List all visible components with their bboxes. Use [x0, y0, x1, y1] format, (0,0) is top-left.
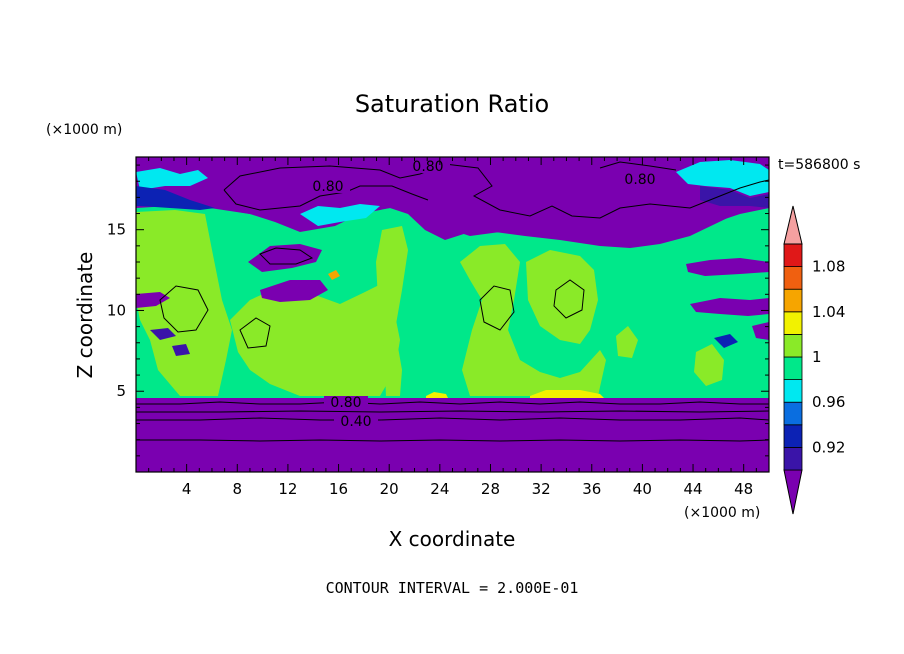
region-dry-intrusion-7 [172, 344, 190, 356]
y-tick-label: 15 [107, 221, 126, 239]
colorbar-segment [783, 379, 803, 403]
y-unit-label: (×1000 m) [46, 122, 122, 138]
x-tick-label: 16 [329, 480, 348, 498]
contour-label-2: 0.80 [312, 179, 343, 195]
colorbar-label: 0.92 [812, 438, 845, 456]
y-axis: 5 10 15 [107, 164, 769, 457]
contour-lines [136, 161, 769, 442]
contour-lower-band [136, 439, 769, 442]
contour-label-group: 0.80 0.80 0.80 0.80 0.40 [306, 159, 662, 430]
colorbar-label: 1.08 [812, 258, 845, 276]
region-saturated-7 [694, 344, 724, 386]
region-blue-fringe-2 [700, 186, 769, 208]
x-axis: 4 8 12 16 20 24 28 32 36 40 44 48 [148, 157, 757, 498]
colorbar-over-triangle [783, 205, 803, 245]
region-saturated-8 [256, 330, 282, 356]
colorbar-segment [783, 333, 803, 358]
colorbar-label: 1 [812, 348, 822, 366]
contour-lower-band-2 [136, 410, 769, 413]
contour-upper-0.80-a [223, 163, 769, 219]
x-tick-label: 48 [734, 480, 753, 498]
x-tick-label: 28 [481, 480, 500, 498]
x-tick-label: 32 [532, 480, 551, 498]
colorbar-segment [783, 288, 803, 313]
region-blue-fringe-1 [136, 186, 215, 210]
y-tick-label: 10 [107, 301, 126, 319]
contour-cloud-1 [159, 285, 209, 333]
time-label: t=586800 s [778, 157, 860, 173]
region-dry-intrusion-1 [248, 244, 322, 272]
region-cyan-fringe-1 [136, 168, 208, 190]
heatmap-field: 0.80 0.80 0.80 0.80 0.40 [136, 157, 769, 472]
x-tick-label: 36 [582, 480, 601, 498]
region-dry-intrusion-2 [260, 280, 328, 302]
x-tick-label: 12 [278, 480, 297, 498]
contour-label-5: 0.40 [340, 414, 371, 430]
region-saturated-9 [320, 328, 350, 362]
x-tick-label: 40 [633, 480, 652, 498]
boundary-layer [136, 398, 769, 472]
region-saturated-1 [136, 210, 232, 396]
contour-cloud-4 [239, 317, 271, 349]
colorbar-label: 1.04 [812, 303, 845, 321]
y-tick-label: 5 [116, 382, 126, 400]
colorbar-segment [783, 266, 803, 290]
region-saturated-4 [460, 244, 606, 396]
colorbar-segment [783, 401, 803, 426]
contour-lower-0.80 [136, 401, 769, 405]
region-supersaturated-3 [328, 270, 340, 280]
x-axis-label: X coordinate [389, 527, 516, 551]
region-saturated-3 [376, 226, 408, 396]
colorbar-segment [783, 446, 803, 471]
x-tick-label: 8 [233, 480, 243, 498]
x-tick-label: 44 [683, 480, 702, 498]
contour-label-4: 0.80 [330, 395, 361, 411]
region-upper-dry [136, 157, 769, 248]
chart-title: Saturation Ratio [355, 90, 549, 118]
region-dry-intrusion-6 [150, 328, 176, 340]
contour-cloud-3 [553, 279, 585, 319]
region-dry-intrusion-9 [752, 322, 769, 340]
x-tick-label: 24 [430, 480, 449, 498]
colorbar-segment [783, 356, 803, 381]
colorbar: 0.92 0.96 1 1.04 1.08 [783, 205, 845, 515]
region-dry-intrusion-8 [714, 334, 738, 348]
x-unit-label: (×1000 m) [684, 505, 760, 521]
region-saturated-2 [230, 282, 400, 396]
contour-lower-0.40 [136, 417, 769, 421]
contour-upper-0.80-d [599, 161, 677, 171]
colorbar-segment [783, 311, 803, 335]
x-tick-label: 20 [380, 480, 399, 498]
x-tick-label: 4 [182, 480, 192, 498]
contour-label-1: 0.80 [412, 159, 443, 175]
colorbar-segment [783, 424, 803, 448]
region-supersaturated-2 [426, 392, 448, 398]
region-supersaturated-1 [530, 390, 604, 398]
y-axis-label: Z coordinate [73, 252, 97, 379]
contour-label-3: 0.80 [624, 172, 655, 188]
contour-cloud-2 [479, 285, 515, 331]
colorbar-segment [783, 243, 803, 268]
region-dry-intrusion-4 [686, 258, 769, 276]
contour-upper-0.80-b [223, 185, 429, 211]
colorbar-under-triangle [783, 469, 803, 515]
region-dry-intrusion-5 [690, 298, 769, 316]
region-cyan-fringe-3 [300, 204, 380, 226]
region-saturated-6 [616, 326, 638, 358]
region-dry-intrusion-3 [136, 292, 170, 308]
contour-interval-text: CONTOUR INTERVAL = 2.000E-01 [326, 579, 579, 597]
region-cyan-fringe-2 [676, 160, 769, 196]
contour-upper-0.80-c [259, 247, 314, 265]
region-saturated-5 [526, 250, 598, 344]
colorbar-label: 0.96 [812, 393, 845, 411]
